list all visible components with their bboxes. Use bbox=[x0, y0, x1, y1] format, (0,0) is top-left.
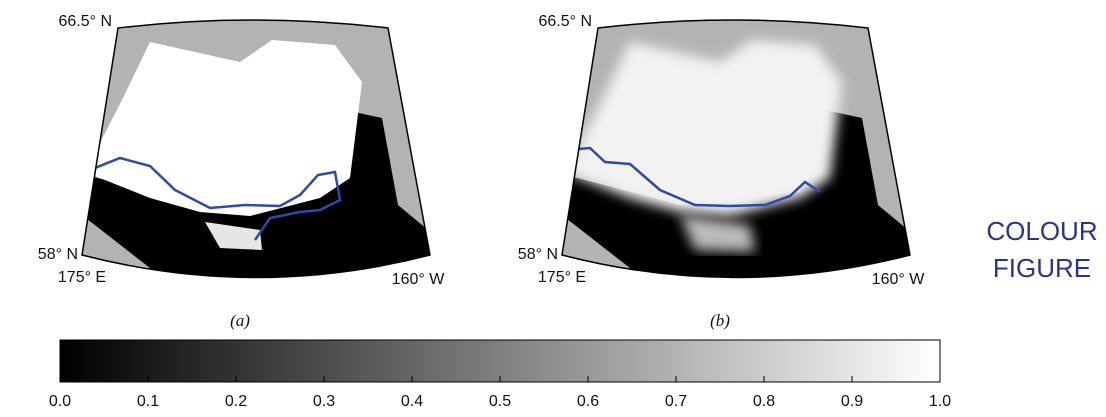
tick-label: 1.0 bbox=[929, 393, 951, 410]
lat-label: 66.5° N bbox=[58, 13, 112, 30]
map-b: 66.5° N 58° N 175° E 160° W (b) bbox=[518, 13, 926, 330]
tick-label: 0.8 bbox=[753, 393, 775, 410]
lon-label: 160° W bbox=[872, 271, 926, 288]
colorbar: 0.0 0.1 0.2 0.3 0.4 0.5 0.6 0.7 0.8 0.9 1.0 bbox=[49, 339, 951, 410]
map-a: 66.5° N 58° N 175° E 160° W (a) bbox=[38, 13, 446, 330]
lon-label: 175° E bbox=[538, 269, 586, 286]
tick-label: 0.6 bbox=[577, 393, 599, 410]
tick-label: 0.7 bbox=[665, 393, 687, 410]
lat-label: 66.5° N bbox=[538, 13, 592, 30]
lon-label: 175° E bbox=[58, 269, 106, 286]
tick-label: 0.2 bbox=[225, 393, 247, 410]
panel-label: (a) bbox=[230, 311, 250, 330]
tick-label: 0.9 bbox=[841, 393, 863, 410]
lat-label: 58° N bbox=[518, 246, 558, 263]
colorbar-gradient bbox=[59, 339, 941, 383]
note: COLOUR bbox=[986, 216, 1097, 246]
tick-label: 0.1 bbox=[137, 393, 159, 410]
tick-label: 0.3 bbox=[313, 393, 335, 410]
tick-label: 0.4 bbox=[401, 393, 423, 410]
lon-label: 160° W bbox=[392, 271, 446, 288]
lat-label: 58° N bbox=[38, 246, 78, 263]
tick-label: 0.0 bbox=[49, 393, 71, 410]
note: FIGURE bbox=[993, 253, 1091, 283]
panel-label: (b) bbox=[710, 311, 730, 330]
tick-label: 0.5 bbox=[489, 393, 511, 410]
